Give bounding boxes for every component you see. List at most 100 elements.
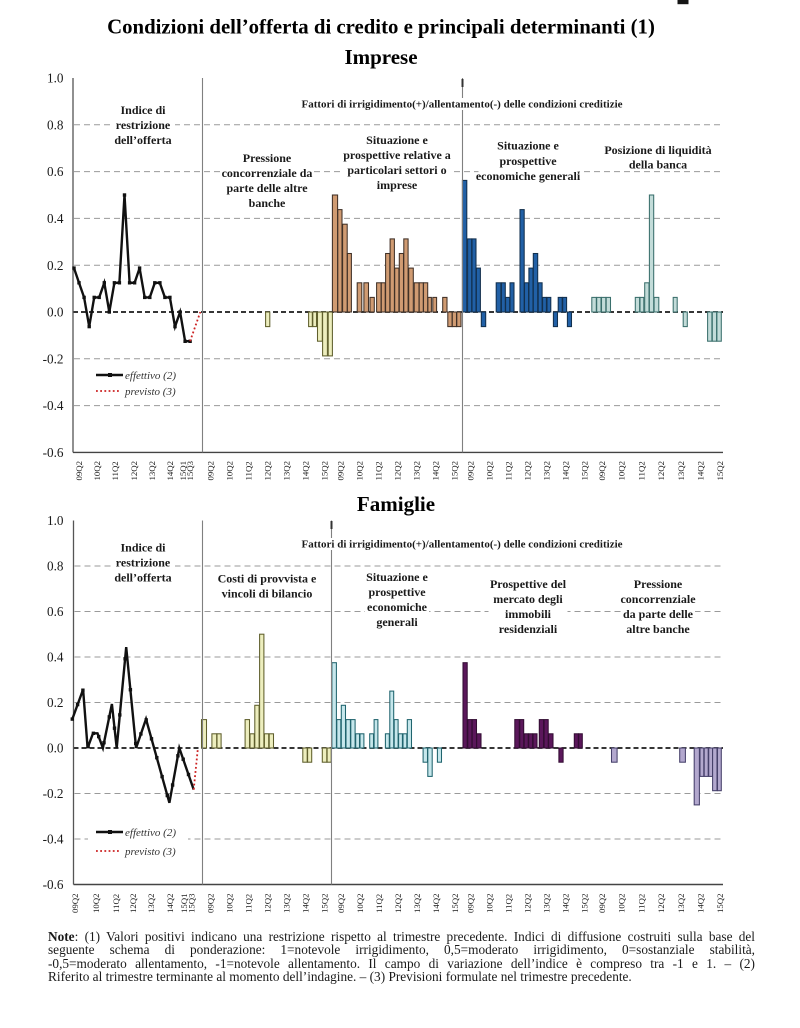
svg-text:09Q2: 09Q2 bbox=[597, 461, 607, 481]
svg-text:Pressione: Pressione bbox=[634, 577, 683, 591]
svg-text:Famiglie: Famiglie bbox=[357, 492, 435, 516]
svg-text:0.0: 0.0 bbox=[47, 305, 64, 320]
svg-text:Imprese: Imprese bbox=[344, 45, 417, 69]
svg-text:12Q2: 12Q2 bbox=[129, 461, 139, 481]
svg-text:14Q2: 14Q2 bbox=[696, 461, 706, 481]
svg-text:11Q2: 11Q2 bbox=[110, 461, 120, 480]
svg-text:1.0: 1.0 bbox=[47, 513, 64, 528]
svg-text:15Q2: 15Q2 bbox=[715, 893, 725, 913]
svg-text:13Q2: 13Q2 bbox=[282, 893, 292, 913]
svg-text:-0.2: -0.2 bbox=[43, 786, 64, 801]
svg-text:15Q2: 15Q2 bbox=[580, 461, 590, 481]
svg-text:prospettive relative a: prospettive relative a bbox=[343, 148, 451, 162]
svg-text:Condizioni dell’offerta di cre: Condizioni dell’offerta di credito e pri… bbox=[107, 16, 655, 39]
svg-text:15Q3: 15Q3 bbox=[187, 893, 197, 913]
svg-text:11Q2: 11Q2 bbox=[636, 894, 646, 913]
svg-text:09Q2: 09Q2 bbox=[336, 893, 346, 913]
svg-text:09Q2: 09Q2 bbox=[74, 461, 84, 481]
svg-text:0.0: 0.0 bbox=[47, 741, 64, 756]
svg-text:banche: banche bbox=[249, 196, 286, 210]
svg-text:concorrenziale: concorrenziale bbox=[620, 592, 696, 606]
svg-text:previsto (3): previsto (3) bbox=[124, 386, 176, 398]
svg-text:13Q2: 13Q2 bbox=[147, 461, 157, 481]
svg-text:Situazione e: Situazione e bbox=[366, 133, 428, 147]
svg-text:09Q2: 09Q2 bbox=[70, 893, 80, 913]
svg-text:-0.6: -0.6 bbox=[43, 445, 64, 460]
svg-text:14Q2: 14Q2 bbox=[561, 893, 571, 913]
svg-text:Situazione e: Situazione e bbox=[366, 570, 428, 584]
svg-text:0.6: 0.6 bbox=[47, 164, 64, 179]
svg-text:generali: generali bbox=[376, 615, 418, 629]
svg-text:effettivo (2): effettivo (2) bbox=[125, 827, 176, 839]
svg-text:economiche generali: economiche generali bbox=[476, 169, 581, 183]
svg-text:15Q2: 15Q2 bbox=[320, 893, 330, 913]
svg-text:Fattori di irrigidimento(+)/al: Fattori di irrigidimento(+)/allentamento… bbox=[301, 539, 622, 551]
svg-text:09Q2: 09Q2 bbox=[206, 893, 216, 913]
svg-text:14Q2: 14Q2 bbox=[561, 461, 571, 481]
svg-text:0.8: 0.8 bbox=[47, 117, 64, 132]
svg-text:vincoli di bilancio: vincoli di bilancio bbox=[222, 587, 313, 601]
svg-text:-0.2: -0.2 bbox=[43, 351, 64, 366]
svg-text:10Q2: 10Q2 bbox=[485, 893, 495, 913]
svg-text:0.8: 0.8 bbox=[47, 559, 64, 574]
svg-text:prospettive: prospettive bbox=[499, 154, 557, 168]
svg-text:0.2: 0.2 bbox=[47, 695, 63, 710]
svg-text:imprese: imprese bbox=[377, 178, 418, 192]
svg-text:15Q2: 15Q2 bbox=[715, 461, 725, 481]
svg-text:15Q3: 15Q3 bbox=[185, 460, 195, 480]
svg-text:10Q2: 10Q2 bbox=[355, 893, 365, 913]
svg-text:13Q2: 13Q2 bbox=[282, 461, 292, 481]
svg-text:prospettive: prospettive bbox=[368, 585, 426, 599]
svg-text:15Q2: 15Q2 bbox=[580, 893, 590, 913]
svg-text:15Q1: 15Q1 bbox=[179, 893, 189, 913]
svg-text:dell’offerta: dell’offerta bbox=[114, 133, 171, 147]
svg-text:13Q2: 13Q2 bbox=[146, 893, 156, 913]
svg-text:Indice di: Indice di bbox=[120, 103, 166, 117]
svg-text:12Q2: 12Q2 bbox=[523, 893, 533, 913]
svg-text:13Q2: 13Q2 bbox=[676, 461, 686, 481]
svg-text:restrizione: restrizione bbox=[116, 118, 171, 132]
svg-text:10Q2: 10Q2 bbox=[91, 893, 101, 913]
svg-text:della banca: della banca bbox=[629, 158, 687, 172]
svg-text:10Q2: 10Q2 bbox=[355, 461, 365, 481]
svg-text:11Q2: 11Q2 bbox=[244, 461, 254, 480]
svg-text:13Q2: 13Q2 bbox=[542, 461, 552, 481]
svg-text:particolari settori o: particolari settori o bbox=[347, 163, 446, 177]
svg-text:Costi di provvista e: Costi di provvista e bbox=[218, 572, 317, 586]
svg-text:dell’offerta: dell’offerta bbox=[114, 571, 171, 585]
svg-text:15Q1: 15Q1 bbox=[178, 461, 188, 481]
svg-text:mercato degli: mercato degli bbox=[493, 592, 563, 606]
svg-text:15Q2: 15Q2 bbox=[450, 893, 460, 913]
svg-text:previsto (3): previsto (3) bbox=[124, 846, 176, 858]
svg-text:14Q2: 14Q2 bbox=[301, 893, 311, 913]
svg-text:12Q2: 12Q2 bbox=[393, 461, 403, 481]
svg-text:0.4: 0.4 bbox=[47, 211, 64, 226]
svg-text:0.6: 0.6 bbox=[47, 604, 64, 619]
svg-text:-0.6: -0.6 bbox=[43, 877, 64, 892]
svg-text:09Q2: 09Q2 bbox=[597, 893, 607, 913]
svg-text:Fattori di irrigidimento(+)/al: Fattori di irrigidimento(+)/allentamento… bbox=[301, 99, 622, 111]
svg-text:14Q2: 14Q2 bbox=[301, 461, 311, 481]
svg-text:-0.4: -0.4 bbox=[43, 398, 64, 413]
svg-text:Indice di: Indice di bbox=[120, 541, 166, 555]
svg-text:14Q2: 14Q2 bbox=[165, 461, 175, 481]
svg-text:13Q2: 13Q2 bbox=[676, 893, 686, 913]
svg-text:12Q2: 12Q2 bbox=[656, 461, 666, 481]
svg-text:Pressione: Pressione bbox=[243, 151, 292, 165]
svg-text:1.0: 1.0 bbox=[47, 71, 64, 86]
svg-text:15Q2: 15Q2 bbox=[450, 461, 460, 481]
svg-text:11Q2: 11Q2 bbox=[504, 894, 514, 913]
svg-text:parte delle altre: parte delle altre bbox=[226, 181, 308, 195]
svg-text:10Q2: 10Q2 bbox=[225, 461, 235, 481]
svg-text:11Q2: 11Q2 bbox=[374, 461, 384, 480]
svg-text:15Q2: 15Q2 bbox=[320, 461, 330, 481]
svg-text:14Q2: 14Q2 bbox=[431, 461, 441, 481]
svg-text:concorrenziale da: concorrenziale da bbox=[222, 166, 313, 180]
svg-text:12Q2: 12Q2 bbox=[656, 893, 666, 913]
svg-text:11Q2: 11Q2 bbox=[504, 461, 514, 480]
svg-text:13Q2: 13Q2 bbox=[542, 893, 552, 913]
svg-text:Posizione di liquidità: Posizione di liquidità bbox=[604, 143, 711, 157]
svg-text:-0.4: -0.4 bbox=[43, 832, 64, 847]
svg-text:12Q2: 12Q2 bbox=[128, 893, 138, 913]
svg-text:10Q2: 10Q2 bbox=[617, 893, 627, 913]
